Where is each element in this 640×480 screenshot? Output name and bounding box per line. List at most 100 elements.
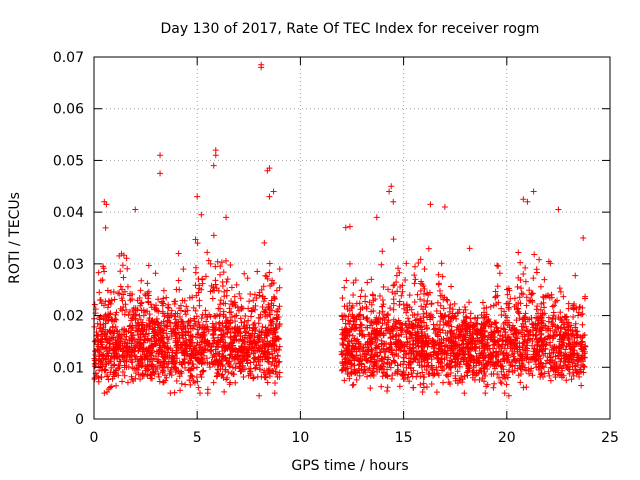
- data-point: [129, 315, 136, 322]
- data-point: [566, 370, 573, 377]
- data-point: [421, 285, 428, 292]
- data-point: [104, 304, 111, 311]
- data-point: [115, 362, 122, 369]
- data-point: [187, 343, 194, 350]
- data-point: [385, 286, 392, 293]
- data-point: [524, 198, 531, 205]
- data-point: [224, 345, 231, 352]
- data-point: [353, 376, 360, 383]
- data-point: [417, 256, 424, 263]
- data-point: [555, 206, 562, 213]
- data-point: [223, 356, 230, 363]
- data-point: [271, 296, 278, 303]
- data-point: [429, 336, 436, 343]
- data-point: [203, 318, 210, 325]
- data-point: [348, 363, 355, 370]
- data-point: [528, 291, 535, 298]
- data-point: [236, 345, 243, 352]
- data-point: [454, 380, 461, 387]
- data-point: [137, 302, 144, 309]
- data-point: [115, 372, 122, 379]
- data-point: [409, 311, 416, 318]
- data-point: [511, 356, 518, 363]
- data-point: [162, 377, 169, 384]
- data-point: [573, 305, 580, 312]
- data-point: [474, 337, 481, 344]
- data-point: [379, 297, 386, 304]
- data-point: [153, 315, 160, 322]
- data-point: [134, 320, 141, 327]
- data-point: [482, 334, 489, 341]
- data-point: [137, 287, 144, 294]
- data-point: [347, 351, 354, 358]
- data-point: [523, 302, 530, 309]
- data-point: [541, 336, 548, 343]
- data-point: [151, 330, 158, 337]
- data-point: [465, 362, 472, 369]
- data-point: [435, 280, 442, 287]
- data-point: [346, 321, 353, 328]
- data-point: [379, 320, 386, 327]
- data-point: [378, 383, 385, 390]
- data-point: [482, 390, 489, 397]
- data-point: [276, 358, 283, 365]
- data-point: [443, 321, 450, 328]
- data-point: [168, 307, 175, 314]
- y-tick-label: 0.01: [53, 360, 84, 376]
- data-point: [478, 339, 485, 346]
- data-point: [529, 290, 536, 297]
- data-point: [226, 355, 233, 362]
- data-point: [266, 311, 273, 318]
- data-point: [380, 369, 387, 376]
- data-point: [497, 348, 504, 355]
- data-point: [388, 183, 395, 190]
- data-point: [389, 289, 396, 296]
- data-point: [107, 289, 114, 296]
- data-point: [462, 314, 469, 321]
- data-point: [504, 317, 511, 324]
- data-point: [269, 350, 276, 357]
- data-point: [163, 294, 170, 301]
- data-point: [269, 277, 276, 284]
- data-point: [504, 374, 511, 381]
- data-point: [372, 316, 379, 323]
- data-point: [266, 367, 273, 374]
- data-point: [397, 324, 404, 331]
- data-point: [424, 343, 431, 350]
- data-point: [154, 324, 161, 331]
- data-point: [419, 326, 426, 333]
- data-point: [246, 332, 253, 339]
- data-point: [454, 352, 461, 359]
- data-point: [495, 358, 502, 365]
- data-point: [523, 327, 530, 334]
- data-point: [411, 272, 418, 279]
- data-point: [241, 343, 248, 350]
- data-point: [437, 342, 444, 349]
- data-point: [272, 368, 279, 375]
- data-point: [417, 296, 424, 303]
- data-point: [224, 287, 231, 294]
- data-point: [131, 336, 138, 343]
- data-point: [270, 188, 277, 195]
- data-point: [123, 255, 130, 262]
- data-point: [569, 359, 576, 366]
- data-point: [190, 361, 197, 368]
- data-point: [268, 361, 275, 368]
- data-point: [151, 338, 158, 345]
- data-point: [132, 206, 139, 213]
- data-point: [349, 332, 356, 339]
- data-point: [102, 224, 109, 231]
- data-point: [234, 349, 241, 356]
- data-point: [178, 380, 185, 387]
- data-point: [249, 307, 256, 314]
- data-point: [345, 371, 352, 378]
- data-point: [421, 374, 428, 381]
- data-point: [354, 336, 361, 343]
- data-point: [542, 350, 549, 357]
- data-point: [551, 361, 558, 368]
- data-point: [160, 295, 167, 302]
- data-point: [105, 311, 112, 318]
- data-point: [440, 305, 447, 312]
- data-point: [175, 345, 182, 352]
- data-point: [103, 333, 110, 340]
